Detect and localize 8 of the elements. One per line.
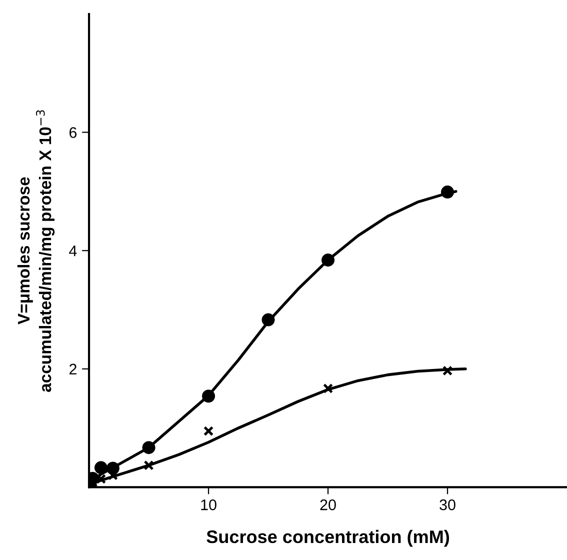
x-axis-title: Sucrose concentration (mM) <box>206 530 450 547</box>
y-axis-title: V=μmoles sucrose accumulated/min/mg protein X 10$^{−3}$ <box>17 110 55 392</box>
x-tick-label: 20 <box>320 499 336 510</box>
y-tick-label: 2 <box>69 364 76 374</box>
y-tick-label: 4 <box>69 246 77 256</box>
x-tick-label: 10 <box>201 499 216 510</box>
y-tick-label: 6 <box>69 127 77 138</box>
x-tick-label: 30 <box>440 499 456 510</box>
